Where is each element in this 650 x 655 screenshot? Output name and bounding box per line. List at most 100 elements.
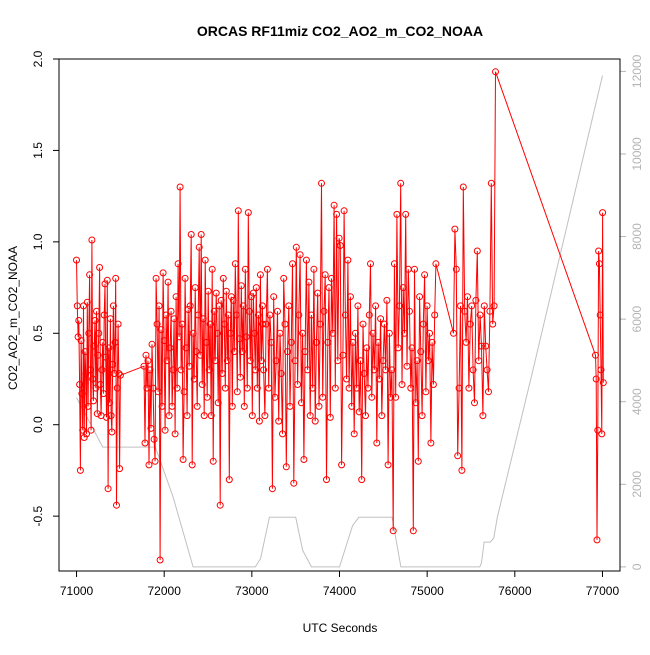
co2-point [180,388,188,396]
y-tick-label: 2.0 [31,50,45,67]
co2-point [179,456,187,463]
co2-point [348,402,356,410]
co2-point [272,357,280,365]
co2-point [314,289,322,297]
co2-series [73,68,607,564]
co2-point [282,463,290,471]
co2-point [256,271,264,279]
co2-point [373,439,381,447]
co2-point [105,344,113,352]
co2-point [173,384,181,392]
co2-point [593,536,601,544]
co2-point [599,379,607,387]
co2-point [82,370,90,377]
co2-point [417,348,425,356]
co2-point [357,357,364,365]
co2-point [346,293,354,301]
co2-point [462,338,470,346]
co2-point [407,384,415,392]
co2-point [102,353,110,361]
co2-point [262,320,270,328]
co2-point [284,348,291,356]
co2-point [99,390,107,398]
x-tick-label: 76000 [498,584,532,598]
co2-point [310,265,318,273]
co2-point [377,315,385,323]
co2-point [419,320,427,328]
co2-point [234,207,242,215]
co2-point [111,338,119,346]
co2-point [148,340,156,348]
co2-point [231,260,239,268]
co2-point [427,439,435,447]
co2-point [323,476,330,484]
co2-point [385,329,393,337]
co2-point [486,307,494,315]
co2-point [472,296,480,304]
co2-point [480,302,488,310]
co2-point [77,337,85,345]
co2-point [300,456,308,463]
co2-point [235,335,243,343]
co2-point [351,329,359,337]
co2-point [414,457,422,465]
x-tick-label: 71000 [60,584,94,598]
co2-point [208,265,216,273]
co2-point [226,329,234,337]
co2-point [299,329,307,337]
co2-point [402,210,410,218]
co2-point [409,527,417,535]
co2-point [158,402,166,410]
co2-point [86,366,94,374]
co2-point [339,351,347,359]
co2-point [153,320,161,328]
co2-point [369,329,377,337]
co2-point [255,417,263,425]
co2-point [375,375,383,383]
co2-point [451,225,459,233]
co2-point [359,320,367,328]
co2-point [188,461,196,469]
co2-point [478,342,485,350]
co2-point [277,370,285,377]
co2-point [93,410,101,418]
co2-point [78,390,86,398]
co2-point [321,271,329,279]
co2-point [155,302,163,310]
co2-point [469,366,477,374]
chart-title: ORCAS RF11miz CO2_AO2_m_CO2_NOAA [197,23,483,39]
co2-point [423,302,431,310]
co2-point [246,357,254,365]
co2-point [350,430,358,438]
co2-point [271,393,279,401]
co2-point [325,284,333,292]
co2-point [100,311,108,319]
co2-point [353,384,361,392]
co2-point [401,329,408,337]
co2-point [209,457,217,465]
co2-point [306,412,314,420]
co2-point [157,326,165,334]
co2-point [183,412,191,420]
co2-point [202,338,210,346]
co2-point [199,315,207,323]
co2-point [200,412,208,420]
co2-point [75,317,83,324]
y2-tick-label: 8000 [630,223,644,250]
co2-point [116,465,124,473]
co2-point [252,284,260,292]
co2-point [330,201,338,209]
co2-point [162,311,170,319]
co2-point [260,366,268,374]
co2-point [99,338,107,346]
co2-point [240,402,248,410]
co2-point [93,307,100,315]
co2-point [459,183,467,191]
co2-point [184,306,192,313]
co2-point [383,296,391,304]
co2-point [345,384,353,392]
co2-point [247,293,255,301]
co2-point [388,366,396,374]
co2-point [343,375,351,383]
